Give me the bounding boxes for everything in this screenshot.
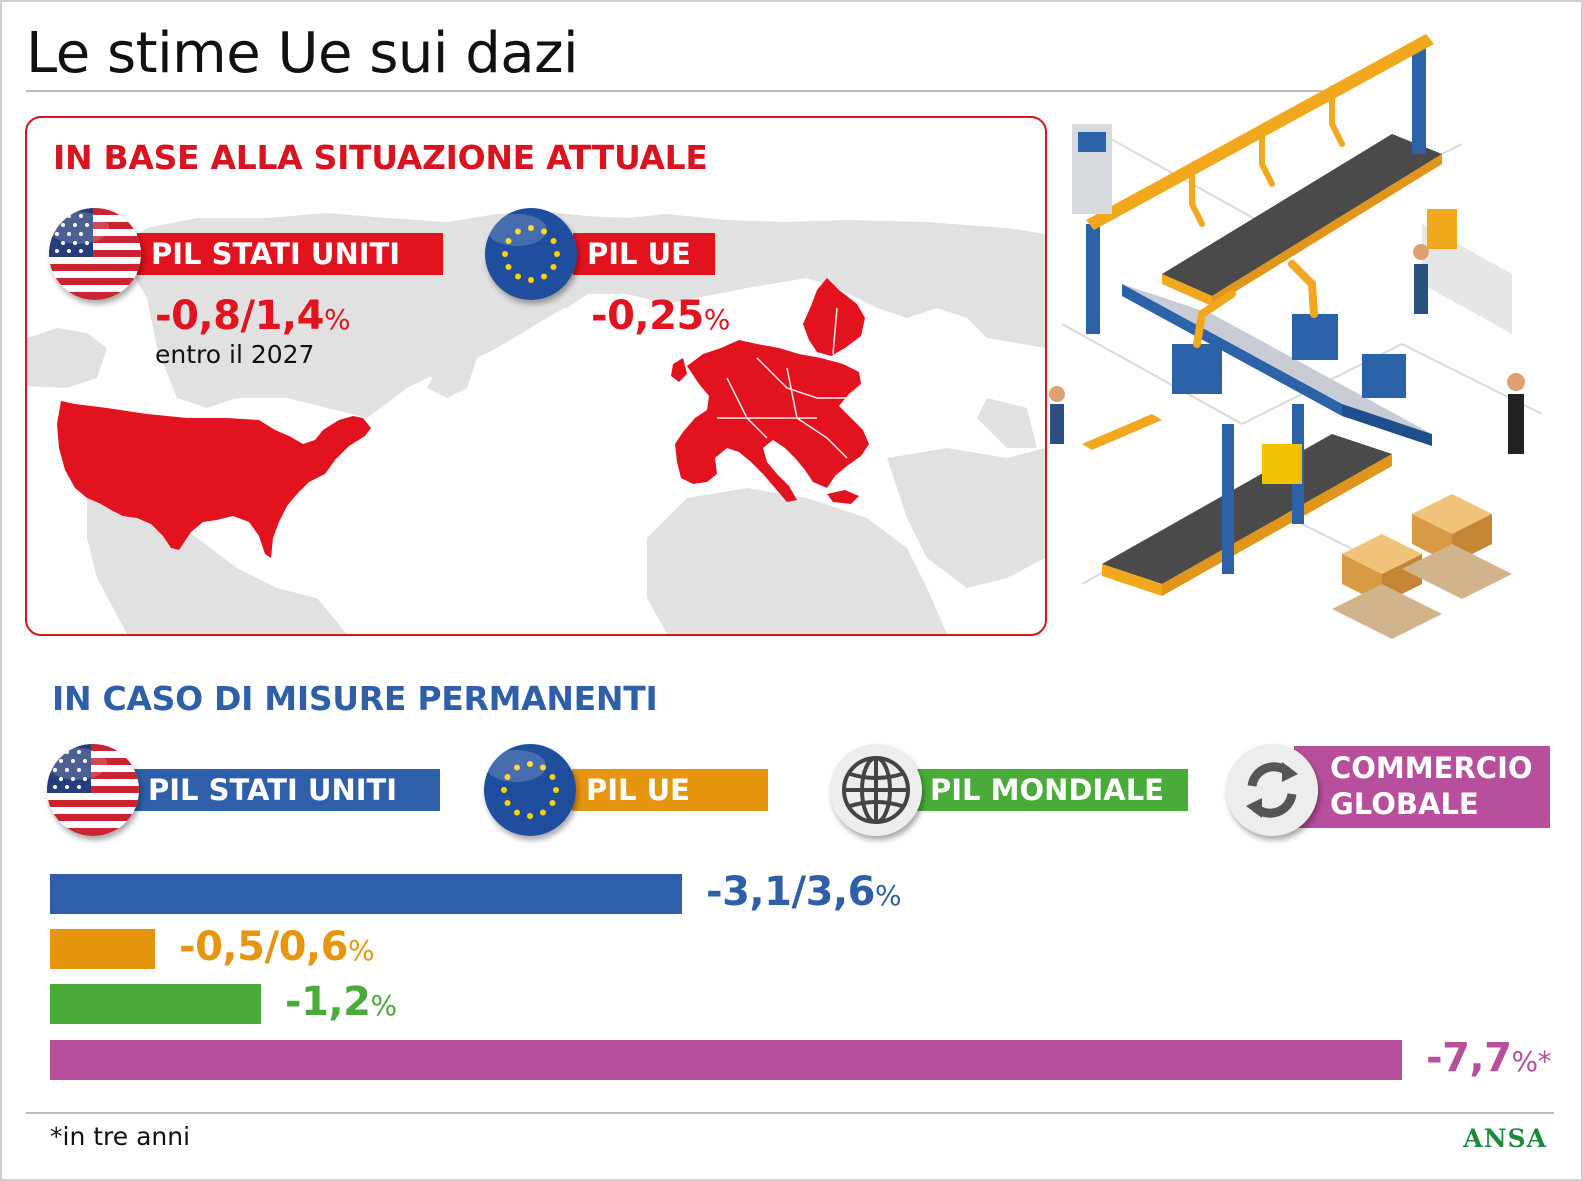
refresh-icon <box>1226 744 1318 836</box>
bar-3 <box>50 984 261 1024</box>
legend-pil-eu: PIL UE <box>572 769 768 811</box>
bar-2 <box>50 929 155 969</box>
bar-label-3: -1,2% <box>285 979 397 1025</box>
legend-pil-us: PIL STATI UNITI <box>134 769 440 811</box>
bar-1 <box>50 874 682 914</box>
title-divider <box>26 90 1322 92</box>
eu-flag-icon <box>485 208 577 300</box>
us-flag-icon <box>47 744 139 836</box>
bar-label-2: -0,5/0,6% <box>179 924 375 970</box>
section-heading-permanent: IN CASO DI MISURE PERMANENTI <box>52 679 658 718</box>
ansa-logo: ANSA <box>1463 1124 1547 1153</box>
bar-label-4: -7,7%* <box>1426 1035 1552 1081</box>
label-pil-us-current: PIL STATI UNITI <box>137 233 443 275</box>
eu-flag-icon <box>484 744 576 836</box>
label-pil-eu-current: PIL UE <box>573 233 715 275</box>
bar-4 <box>50 1040 1402 1080</box>
footer-divider <box>26 1112 1554 1114</box>
page-title: Le stime Ue sui dazi <box>26 21 579 86</box>
legend-pil-mondiale: PIL MONDIALE <box>916 769 1188 811</box>
footnote: *in tre anni <box>50 1122 191 1151</box>
factory-illustration <box>1049 34 1543 639</box>
world-map <box>27 212 1045 634</box>
globe-icon <box>830 744 922 836</box>
section-heading-current: IN BASE ALLA SITUAZIONE ATTUALE <box>53 138 708 177</box>
us-flag-icon <box>49 208 141 300</box>
note-pil-us-current: entro il 2027 <box>155 340 315 369</box>
value-pil-eu-current: -0,25% <box>591 293 730 339</box>
legend-commercio-globale: COMMERCIO GLOBALE <box>1294 746 1550 828</box>
current-situation-panel: IN BASE ALLA SITUAZIONE ATTUALE PIL STAT… <box>25 116 1047 636</box>
bar-label-1: -3,1/3,6% <box>706 869 902 915</box>
value-pil-us-current: -0,8/1,4% <box>155 293 351 339</box>
